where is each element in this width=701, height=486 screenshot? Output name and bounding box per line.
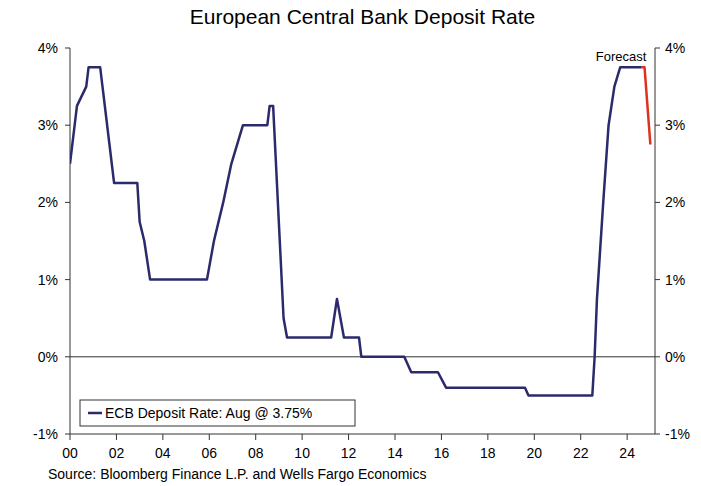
y-tick-label: -1%	[33, 426, 58, 442]
legend: ECB Deposit Rate: Aug @ 3.75%	[80, 400, 355, 426]
y-tick	[65, 434, 70, 435]
y-tick-label: 4%	[38, 40, 58, 56]
source: Source: Bloomberg Finance L.P. and Wells…	[48, 466, 426, 482]
y2-tick-label: 0%	[665, 349, 685, 365]
x-tick	[70, 434, 71, 440]
x-tick-label: 12	[341, 445, 357, 461]
x-tick	[302, 434, 303, 440]
background	[0, 0, 701, 486]
x-tick	[395, 434, 396, 440]
plot-area	[70, 67, 650, 395]
x-tick-label: 06	[201, 445, 217, 461]
y2-tick-label: 1%	[665, 272, 685, 288]
y2-tick	[655, 125, 660, 126]
y2-tick-label: -1%	[665, 426, 690, 442]
y2-tick	[655, 279, 660, 280]
x-tick-label: 08	[248, 445, 264, 461]
y2-tick-label: 3%	[665, 117, 685, 133]
x-tick	[348, 434, 349, 440]
chart: European Central Bank Deposit Rate 4% 3% 2%…	[0, 0, 701, 486]
x-tick-label: 14	[387, 445, 403, 461]
y2-tick	[655, 434, 660, 435]
y2-tick-label: 4%	[665, 40, 685, 56]
x-tick	[534, 434, 535, 440]
y-tick-label: 3%	[38, 117, 58, 133]
y2-tick	[655, 48, 660, 49]
y-tick	[65, 125, 70, 126]
x-tick	[116, 434, 117, 440]
x-axis-line	[70, 434, 655, 435]
y-tick-label: 1%	[38, 272, 58, 288]
x-tick-label: 20	[526, 445, 542, 461]
y-axis-line	[70, 48, 71, 434]
y-tick-label: 2%	[38, 194, 58, 210]
annotation: Forecast	[596, 49, 647, 64]
legend-label: ECB Deposit Rate: Aug @ 3.75%	[105, 405, 312, 421]
x-tick-label: 24	[619, 445, 635, 461]
series-line	[641, 67, 650, 144]
x-tick	[627, 434, 628, 440]
x-tick	[255, 434, 256, 440]
y-tick	[65, 279, 70, 280]
series-line	[70, 67, 641, 395]
y2-tick-label: 2%	[665, 194, 685, 210]
x-tick-label: 10	[294, 445, 310, 461]
y2-axis-line	[655, 48, 656, 434]
y2-tick	[655, 356, 660, 357]
x-tick-label: 00	[62, 445, 78, 461]
x-tick	[441, 434, 442, 440]
x-tick	[487, 434, 488, 440]
x-tick-label: 02	[109, 445, 125, 461]
legend-box	[80, 400, 355, 426]
x-tick-label: 22	[573, 445, 589, 461]
x-tick	[162, 434, 163, 440]
legend-swatch	[88, 412, 102, 415]
x-tick	[580, 434, 581, 440]
x-tick	[209, 434, 210, 440]
y-tick	[65, 48, 70, 49]
y-tick	[65, 356, 70, 357]
y-tick-label: 0%	[38, 349, 58, 365]
x-tick-label: 16	[434, 445, 450, 461]
x-tick-label: 18	[480, 445, 496, 461]
title: European Central Bank Deposit Rate	[190, 5, 536, 28]
x-tick-label: 04	[155, 445, 171, 461]
y-tick	[65, 202, 70, 203]
y2-tick	[655, 202, 660, 203]
